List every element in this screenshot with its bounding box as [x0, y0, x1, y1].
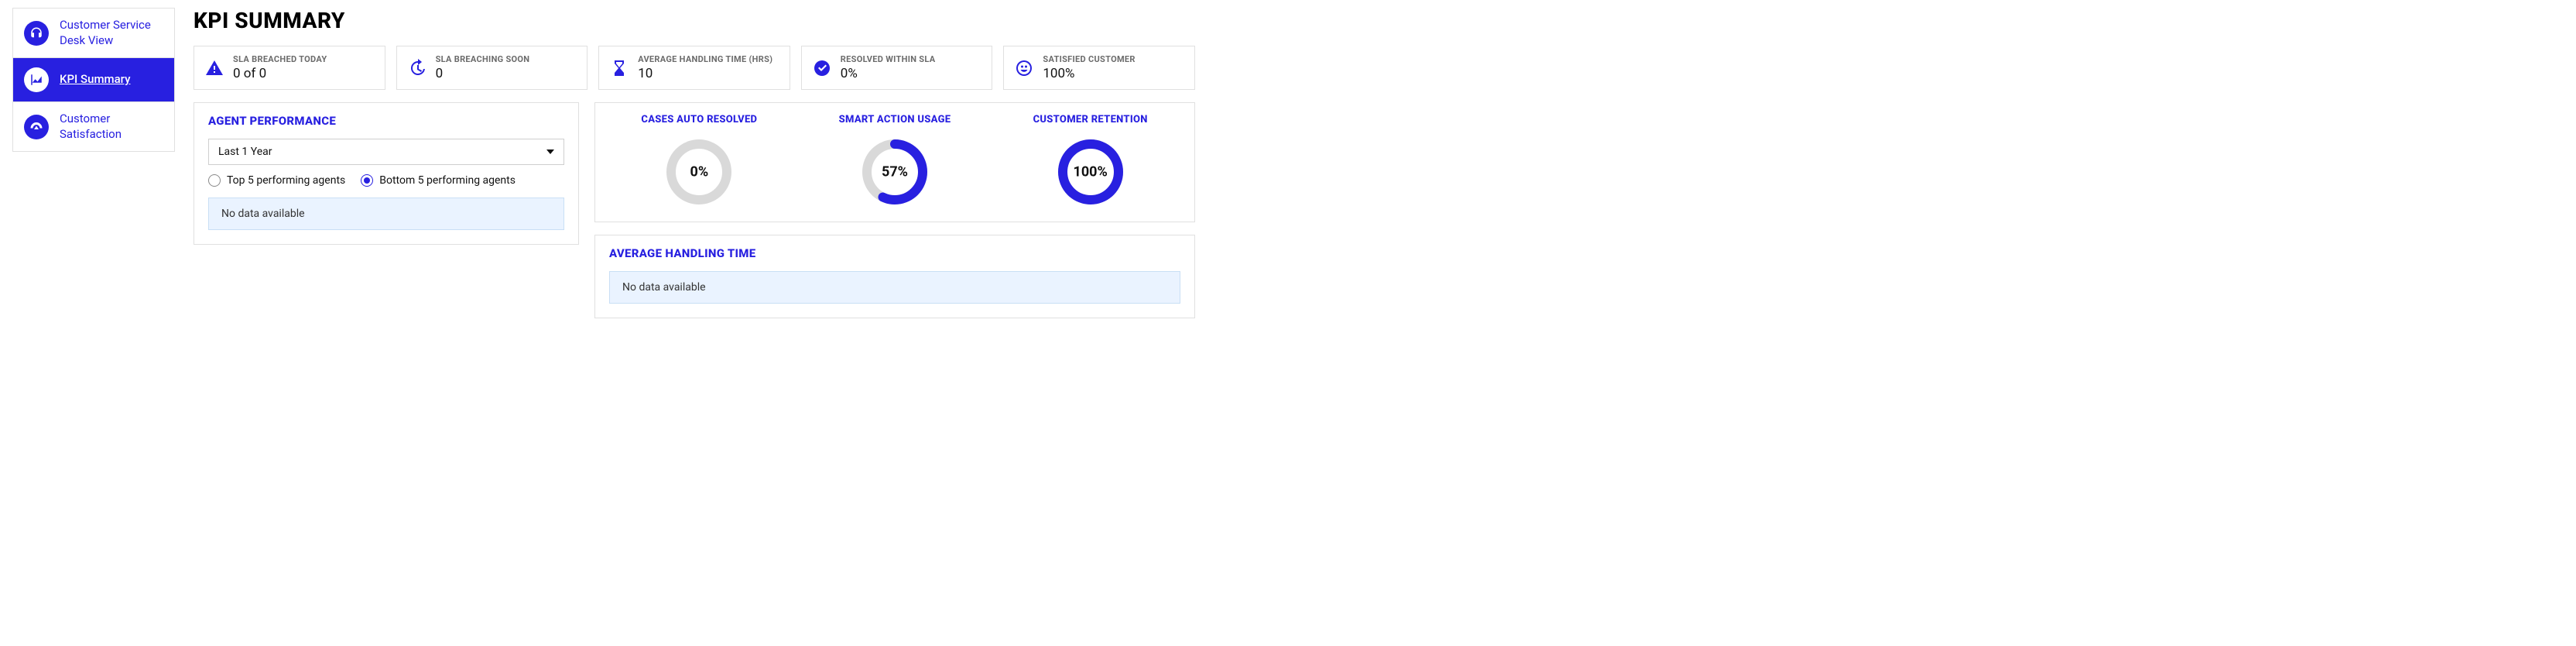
- donut-value: 100%: [1074, 164, 1108, 180]
- headset-icon: [24, 21, 49, 46]
- alert-triangle-icon: [205, 59, 224, 77]
- donut-title: SMART ACTION USAGE: [839, 114, 951, 125]
- no-data-message: No data available: [609, 271, 1180, 304]
- kpi-label: SLA BREACHING SOON: [436, 54, 530, 64]
- kpi-card-resolved-within-sla: RESOLVED WITHIN SLA 0%: [801, 46, 993, 90]
- page-title: KPI SUMMARY: [194, 8, 1195, 33]
- kpi-card-average-handling-time: AVERAGE HANDLING TIME (HRS) 10: [598, 46, 790, 90]
- donut-title: CASES AUTO RESOLVED: [641, 114, 757, 125]
- no-data-message: No data available: [208, 198, 564, 230]
- agent-radio-group: Top 5 performing agents Bottom 5 perform…: [208, 174, 564, 187]
- sidebar-item-customer-satisfaction[interactable]: Customer Satisfaction: [13, 102, 174, 151]
- donut-chart: 100%: [1055, 136, 1126, 208]
- period-dropdown[interactable]: Last 1 Year: [208, 139, 564, 165]
- donut-chart: 0%: [663, 136, 735, 208]
- radio-label: Top 5 performing agents: [227, 174, 345, 187]
- kpi-label: RESOLVED WITHIN SLA: [841, 54, 936, 64]
- donut-value: 0%: [690, 164, 709, 180]
- kpi-card-sla-breached-today: SLA BREACHED TODAY 0 of 0: [194, 46, 385, 90]
- kpi-value: 0 of 0: [233, 66, 327, 81]
- kpi-value: 100%: [1043, 66, 1135, 81]
- donut-smart-action-usage: SMART ACTION USAGE 57%: [797, 114, 993, 208]
- main-content: KPI SUMMARY SLA BREACHED TODAY 0 of 0 SL…: [194, 8, 1195, 318]
- gauge-icon: [24, 115, 49, 139]
- donut-cases-auto-resolved: CASES AUTO RESOLVED 0%: [601, 114, 797, 208]
- kpi-cards-row: SLA BREACHED TODAY 0 of 0 SLA BREACHING …: [194, 46, 1195, 90]
- radio-label: Bottom 5 performing agents: [379, 174, 516, 187]
- chevron-down-icon: [546, 149, 554, 154]
- donut-value: 57%: [882, 164, 908, 180]
- smile-icon: [1015, 59, 1033, 77]
- kpi-label: SATISFIED CUSTOMER: [1043, 54, 1135, 64]
- panel-title: AGENT PERFORMANCE: [208, 114, 564, 128]
- donut-charts-panel: CASES AUTO RESOLVED 0% SMART ACTION USAGE 5…: [594, 102, 1195, 222]
- sidebar-item-customer-service-desk-view[interactable]: Customer Service Desk View: [13, 9, 174, 58]
- check-circle-icon: [813, 59, 831, 77]
- history-icon: [408, 59, 426, 77]
- panel-title: AVERAGE HANDLING TIME: [609, 246, 1180, 260]
- average-handling-time-panel: AVERAGE HANDLING TIME No data available: [594, 235, 1195, 318]
- kpi-value: 10: [638, 66, 772, 81]
- kpi-value: 0: [436, 66, 530, 81]
- kpi-card-sla-breaching-soon: SLA BREACHING SOON 0: [396, 46, 588, 90]
- kpi-card-satisfied-customer: SATISFIED CUSTOMER 100%: [1003, 46, 1195, 90]
- sidebar-item-label: KPI Summary: [60, 72, 130, 88]
- donut-customer-retention: CUSTOMER RETENTION 100%: [992, 114, 1188, 208]
- sidebar-item-label: Customer Service Desk View: [60, 18, 163, 48]
- radio-icon: [208, 174, 221, 187]
- donut-title: CUSTOMER RETENTION: [1033, 114, 1148, 125]
- kpi-label: AVERAGE HANDLING TIME (HRS): [638, 54, 772, 64]
- kpi-value: 0%: [841, 66, 936, 81]
- radio-icon: [361, 174, 373, 187]
- hourglass-icon: [610, 59, 629, 77]
- radio-top-5-agents[interactable]: Top 5 performing agents: [208, 174, 345, 187]
- area-chart-icon: [24, 67, 49, 92]
- sidebar: Customer Service Desk View KPI Summary C…: [12, 8, 175, 152]
- agent-performance-panel: AGENT PERFORMANCE Last 1 Year Top 5 perf…: [194, 102, 579, 245]
- kpi-label: SLA BREACHED TODAY: [233, 54, 327, 64]
- donut-chart: 57%: [859, 136, 930, 208]
- sidebar-item-kpi-summary[interactable]: KPI Summary: [13, 58, 174, 102]
- radio-bottom-5-agents[interactable]: Bottom 5 performing agents: [361, 174, 516, 187]
- dropdown-selected-value: Last 1 Year: [218, 146, 272, 158]
- sidebar-item-label: Customer Satisfaction: [60, 112, 163, 142]
